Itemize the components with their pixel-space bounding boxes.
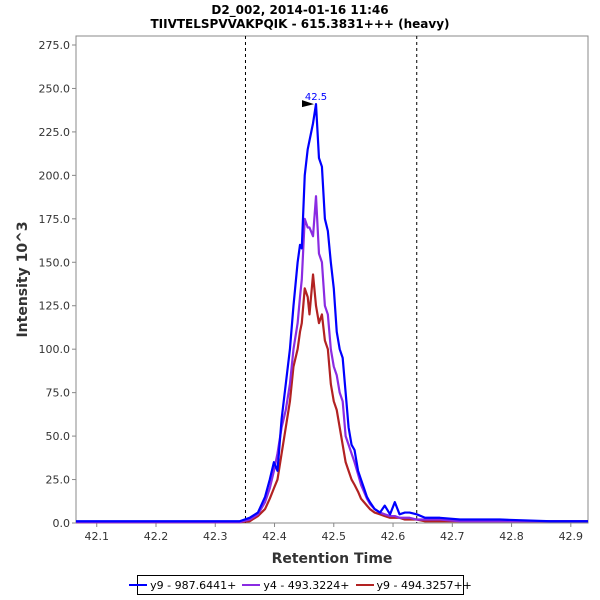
y-tick-label: 275.0 xyxy=(39,39,71,52)
chart-title: D2_002, 2014-01-16 11:46 xyxy=(211,3,389,17)
y-tick-label: 50.0 xyxy=(46,430,71,443)
y-tick-label: 100.0 xyxy=(39,343,71,356)
x-tick-label: 42.4 xyxy=(262,530,287,543)
x-tick-label: 42.1 xyxy=(84,530,109,543)
y-tick-label: 225.0 xyxy=(39,126,71,139)
y-tick-label: 200.0 xyxy=(39,169,71,182)
x-tick-label: 42.9 xyxy=(559,530,584,543)
legend-item: y9 - 494.3257++ xyxy=(355,578,472,592)
y-tick-label: 0.0 xyxy=(53,517,71,530)
legend-swatch xyxy=(129,584,148,586)
x-tick-label: 42.8 xyxy=(499,530,524,543)
y-tick-label: 175.0 xyxy=(39,213,71,226)
peak-arrow-icon xyxy=(302,100,314,108)
chart-subtitle: TIIVTELSPVVAKPQIK - 615.3831+++ (heavy) xyxy=(150,17,450,31)
legend-swatch xyxy=(242,584,261,586)
legend-label: y9 - 987.6441+ xyxy=(150,578,237,592)
legend-label: y4 - 493.3224+ xyxy=(263,578,350,592)
legend-swatch xyxy=(355,584,374,586)
peak-label: 42.5 xyxy=(305,92,327,103)
x-tick-label: 42.6 xyxy=(381,530,406,543)
legend: y9 - 987.6441+ y4 - 493.3224+ y9 - 494.3… xyxy=(129,575,472,595)
x-tick-label: 42.2 xyxy=(144,530,169,543)
y-tick-label: 25.0 xyxy=(46,474,71,487)
x-tick-label: 42.7 xyxy=(440,530,465,543)
series-line-y4 xyxy=(76,195,588,524)
legend-label: y9 - 494.3257++ xyxy=(376,578,472,592)
y-tick-label: 125.0 xyxy=(39,300,71,313)
series-line-y9 xyxy=(76,102,588,523)
x-axis-label: Retention Time xyxy=(272,551,393,567)
y-tick-label: 150.0 xyxy=(39,256,71,269)
y-tick-label: 75.0 xyxy=(46,387,71,400)
y-axis-label: Intensity 10^3 xyxy=(15,221,31,337)
legend-item: y4 - 493.3224+ xyxy=(242,578,350,592)
x-tick-label: 42.3 xyxy=(203,530,228,543)
y-tick-label: 250.0 xyxy=(39,82,71,95)
legend-item: y9 - 987.6441+ xyxy=(129,579,236,592)
x-tick-label: 42.5 xyxy=(322,530,347,543)
